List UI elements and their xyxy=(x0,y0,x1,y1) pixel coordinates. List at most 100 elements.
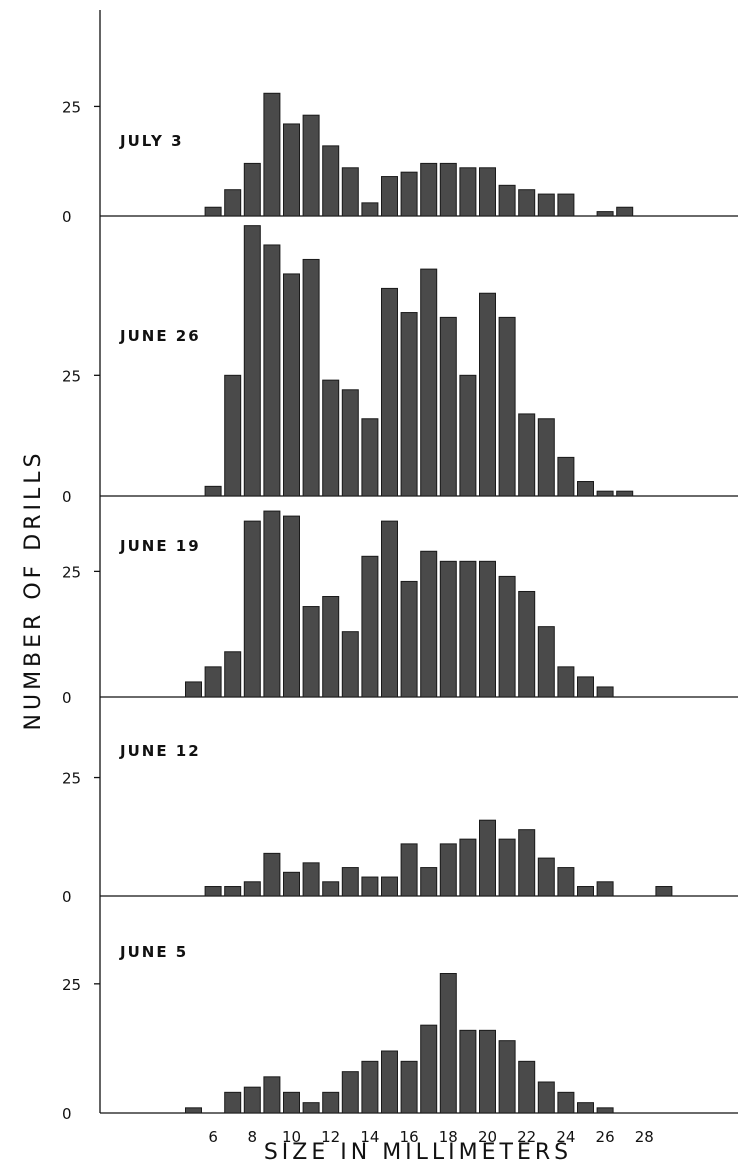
bar-18mm xyxy=(439,316,457,497)
x-tick-label: 10 xyxy=(282,1128,301,1146)
bar-24mm xyxy=(557,666,575,698)
x-axis-title: SIZE IN MILLIMETERS xyxy=(264,1140,572,1165)
x-tick-label: 18 xyxy=(439,1128,458,1146)
bar-12mm xyxy=(322,596,340,698)
bar-12mm xyxy=(322,145,340,217)
bar-12mm xyxy=(322,1091,340,1114)
y-tick-label: 0 xyxy=(62,208,72,226)
bar-6mm xyxy=(204,666,222,698)
bar-17mm xyxy=(420,162,438,217)
bar-22mm xyxy=(518,413,536,497)
bar-22mm xyxy=(518,829,536,897)
bar-10mm xyxy=(283,123,300,217)
y-tick-label: 25 xyxy=(62,563,81,581)
bar-26mm xyxy=(596,490,614,497)
bar-19mm xyxy=(459,838,477,897)
bar-8mm xyxy=(243,1086,261,1114)
bar-23mm xyxy=(537,418,555,497)
x-tick-label: 22 xyxy=(517,1128,536,1146)
x-tick-label: 26 xyxy=(596,1128,615,1146)
bar-20mm xyxy=(479,292,496,497)
bar-7mm xyxy=(224,189,242,217)
bar-19mm xyxy=(459,1029,477,1114)
bar-20mm xyxy=(479,1029,496,1114)
bar-16mm xyxy=(400,1060,418,1114)
panel-june-26: 0 25 JUNE 26 xyxy=(62,225,738,506)
bar-5mm xyxy=(185,1107,202,1114)
bar-15mm xyxy=(381,1050,398,1114)
bar-15mm xyxy=(381,520,398,698)
bar-22mm xyxy=(518,1060,536,1114)
bar-17mm xyxy=(420,268,438,497)
bar-23mm xyxy=(537,1081,555,1114)
bar-19mm xyxy=(459,374,477,497)
bar-20mm xyxy=(479,167,496,217)
panel-label: JUNE 12 xyxy=(119,742,201,760)
bar-13mm xyxy=(341,1071,359,1114)
bar-21mm xyxy=(498,184,516,217)
x-tick-label: 24 xyxy=(556,1128,575,1146)
bar-9mm xyxy=(263,244,281,497)
bar-11mm xyxy=(302,606,320,698)
bar-29mm xyxy=(655,886,673,897)
y-tick-label: 0 xyxy=(62,888,72,906)
bar-15mm xyxy=(381,176,398,217)
bar-23mm xyxy=(537,857,555,897)
bar-21mm xyxy=(498,575,516,698)
bar-8mm xyxy=(243,881,261,897)
bar-25mm xyxy=(577,1102,594,1114)
bar-7mm xyxy=(224,1091,242,1114)
y-tick-label: 0 xyxy=(62,689,72,707)
bar-19mm xyxy=(459,167,477,217)
bar-12mm xyxy=(322,379,340,497)
bar-11mm xyxy=(302,1102,320,1114)
y-tick-label: 0 xyxy=(62,488,72,506)
bar-13mm xyxy=(341,631,359,698)
bar-7mm xyxy=(224,886,242,897)
bar-24mm xyxy=(557,456,575,497)
panel-june-19: 0 25 JUNE 19 xyxy=(62,510,738,707)
bar-8mm xyxy=(243,225,261,497)
bar-18mm xyxy=(439,843,457,897)
y-tick-label: 25 xyxy=(62,976,81,994)
bar-13mm xyxy=(341,389,359,497)
panel-label: JUNE 5 xyxy=(119,943,188,961)
x-tick-label: 28 xyxy=(635,1128,654,1146)
bar-23mm xyxy=(537,193,555,217)
bar-8mm xyxy=(243,162,261,217)
bar-6mm xyxy=(204,485,222,497)
x-tick-label: 6 xyxy=(208,1128,218,1146)
bar-10mm xyxy=(283,871,300,897)
panel-label: JULY 3 xyxy=(119,132,184,150)
bar-21mm xyxy=(498,316,516,497)
bar-17mm xyxy=(420,1024,438,1114)
bar-22mm xyxy=(518,189,536,217)
bar-10mm xyxy=(283,1091,300,1114)
y-tick-label: 0 xyxy=(62,1105,72,1123)
bar-26mm xyxy=(596,1107,614,1114)
x-tick-label: 16 xyxy=(400,1128,419,1146)
bar-16mm xyxy=(400,171,418,217)
bar-16mm xyxy=(400,312,418,497)
x-tick-label: 14 xyxy=(360,1128,379,1146)
bar-11mm xyxy=(302,862,320,897)
bar-17mm xyxy=(420,550,438,698)
bar-23mm xyxy=(537,626,555,698)
y-tick-label: 25 xyxy=(62,770,81,788)
bar-25mm xyxy=(577,676,594,698)
bar-21mm xyxy=(498,838,516,897)
bar-10mm xyxy=(283,273,300,497)
bar-7mm xyxy=(224,374,242,497)
bar-14mm xyxy=(361,876,379,897)
bar-24mm xyxy=(557,867,575,897)
bar-9mm xyxy=(263,852,281,897)
bar-27mm xyxy=(616,490,634,497)
bar-14mm xyxy=(361,202,379,217)
bar-14mm xyxy=(361,555,379,698)
bar-9mm xyxy=(263,1076,281,1114)
bar-26mm xyxy=(596,881,614,897)
bar-6mm xyxy=(204,206,222,217)
bar-14mm xyxy=(361,418,379,497)
